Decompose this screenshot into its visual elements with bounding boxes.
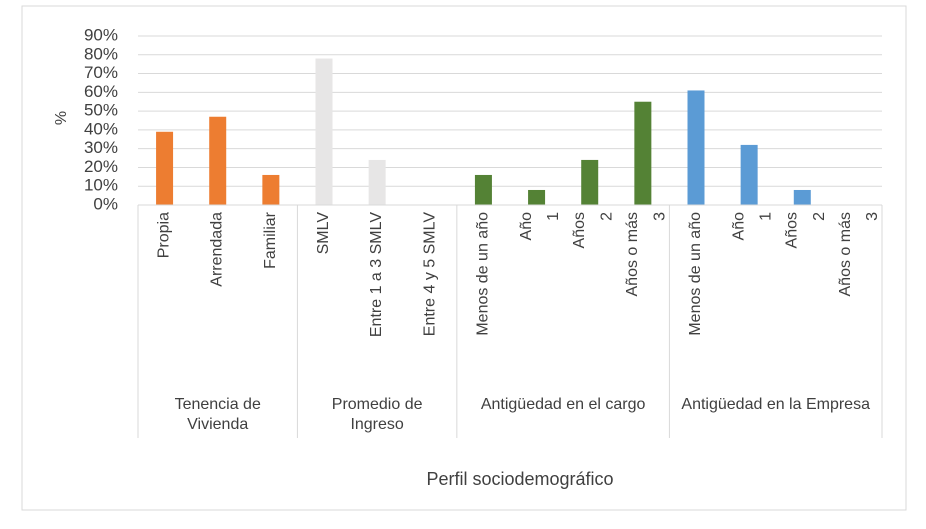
x-tick-label: Arrendada — [209, 212, 226, 287]
bar — [634, 101, 652, 205]
y-tick-label: 20% — [84, 157, 118, 176]
x-tick-label: Años o más 3 — [624, 212, 668, 297]
bar — [262, 174, 280, 205]
bar — [156, 131, 174, 205]
bar — [581, 159, 599, 205]
chart-border — [21, 5, 907, 511]
group-label: Antigüedad en la Empresa — [681, 396, 870, 413]
x-tick-label: Año 1 — [731, 212, 775, 241]
bar — [315, 58, 333, 206]
bar — [528, 189, 546, 205]
y-tick-label: 30% — [84, 138, 118, 157]
x-tick-label: Años 2 — [784, 212, 828, 249]
y-axis-title: % — [53, 111, 70, 125]
y-tick-label: 70% — [84, 63, 118, 82]
bar — [740, 144, 758, 205]
y-tick-label: 0% — [93, 194, 118, 213]
x-tick-label: Año 1 — [518, 212, 562, 241]
x-axis-title: Perfil sociodemográfico — [426, 469, 613, 489]
x-tick-label: Años o más 3 — [837, 212, 881, 297]
group-label: Antigüedad en el cargo — [480, 396, 646, 413]
x-tick-label: Propia — [156, 212, 173, 258]
y-tick-label: 40% — [84, 119, 118, 138]
x-tick-label: Menos de un año — [475, 212, 492, 336]
bar — [368, 159, 386, 205]
bar — [687, 90, 705, 205]
x-tick-label: SMLV — [315, 212, 332, 255]
x-tick-label: Menos de un año — [687, 212, 704, 336]
y-tick-label: 50% — [84, 101, 118, 120]
y-tick-label: 60% — [84, 82, 118, 101]
x-tick-label: Entre 1 a 3 SMLV — [368, 212, 385, 337]
bar — [793, 189, 811, 205]
y-tick-label: 90% — [84, 25, 118, 44]
x-tick-label: Años 2 — [571, 212, 615, 249]
y-tick-label: 10% — [84, 176, 118, 195]
group-label: Promedio de Ingreso — [331, 396, 423, 433]
x-tick-label: Familiar — [262, 211, 279, 269]
x-tick-label: Entre 4 y 5 SMLV — [422, 212, 439, 337]
bar — [474, 174, 492, 205]
group-label: Tenencia de Vivienda — [174, 396, 261, 433]
y-tick-label: 80% — [84, 44, 118, 63]
bar — [209, 116, 227, 205]
